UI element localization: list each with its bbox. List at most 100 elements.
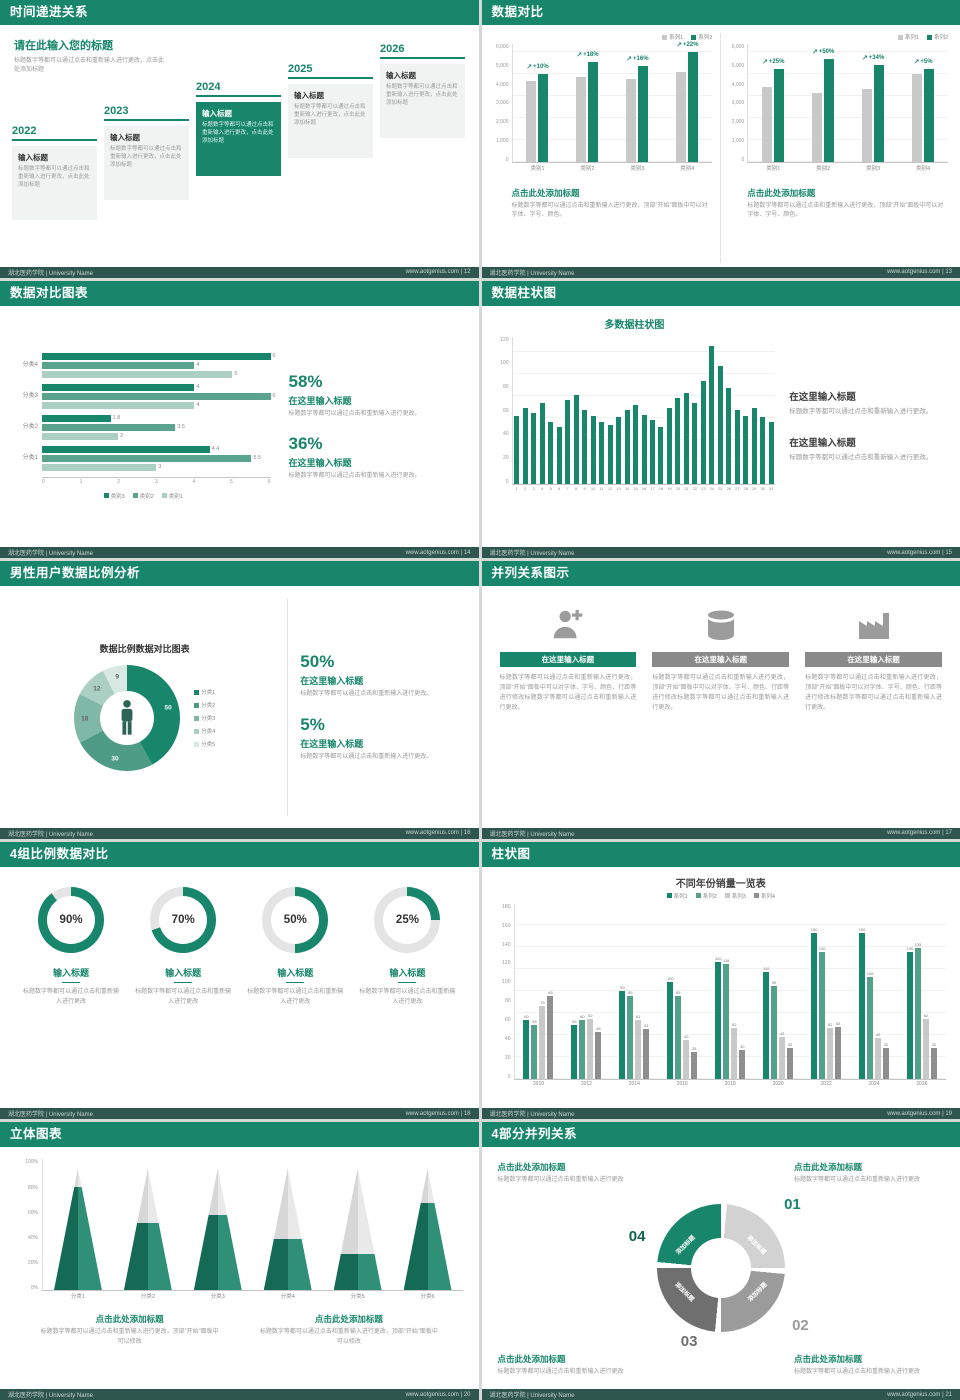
- slide-header: 4组比例数据对比: [0, 841, 479, 867]
- grouped-bar-chart-left: 系列1 系列2 6,000 5,000 4,000 3,000 2,000 1,000 0 ↗ +1…: [494, 33, 713, 173]
- intro-subtitle: 标题数字等都可以通过点击和重新输入进行更改，点击此处添加标题: [14, 58, 165, 73]
- slide-20-cone-chart[interactable]: 立体图表 100% 80% 60% 40% 20% 0% 分类1 分类2 分类3 分类4 分类5 分类…: [0, 1122, 479, 1400]
- vb-bar: 105: [867, 971, 873, 1079]
- stat-block: 36% 在这里输入标题 标题数字等都可以通过点击和重新输入进行更改。: [289, 434, 463, 481]
- cn-fill: [403, 1202, 452, 1291]
- block-text: 标题数字等都可以通过点击和重新输入进行更改: [497, 1368, 624, 1375]
- cone-chart: 100% 80% 60% 40% 20% 0% 分类1 分类2 分类3 分类4 分类5 分类6: [16, 1159, 463, 1301]
- vb-cat: 15: [633, 485, 638, 491]
- vb-bars: [522, 337, 528, 484]
- footer-school: 湖北医药学院 | University Name: [8, 831, 93, 838]
- hb-xt: 5: [230, 478, 233, 485]
- multi-bar-chart: 120 100 80 60 40 20 0 1 2 3 4 5 6 7 8 9 10 11 12 13 14 15 16 17…: [494, 336, 776, 495]
- comparison-right: 系列1 系列2 6,000 5,000 4,000 3,000 2,000 1,000 0 ↗ +2…: [729, 33, 948, 263]
- vb-g: 7: [563, 337, 571, 491]
- vb-cat: 11: [599, 485, 604, 491]
- cn-tk: 0%: [30, 1285, 38, 1292]
- tbox-d: 标题数字等都可以通过点击和重新输入进行更改，点击此处添加标题: [294, 104, 366, 126]
- vb-v: 51: [644, 1023, 649, 1029]
- vb-bars: [573, 337, 579, 484]
- vb-cat: 2012: [580, 1080, 592, 1087]
- vb-bar: 150: [859, 927, 865, 1079]
- intro-title: 请在此输入您的标题: [14, 40, 113, 52]
- lg-sw: [194, 689, 200, 695]
- tbox-t: 输入标题: [18, 153, 48, 162]
- vb-pct: ↗ +34%: [862, 54, 884, 62]
- wh-lb: 添加标题: [675, 1235, 697, 1257]
- slide-18-ratio-rings[interactable]: 4组比例数据对比 90% 输入标题 标题数字等都可以通过点击和重新输入进行更改 …: [0, 841, 479, 1120]
- hb-row: 分类2 1.8 3.5 2: [16, 414, 271, 440]
- vb-v: 62: [588, 1012, 593, 1018]
- lg-t: 分类2: [201, 703, 216, 710]
- vb-tk: 2,000: [731, 119, 745, 126]
- caption-title: 点击此处添加标题: [511, 188, 580, 198]
- slide-12-timeline[interactable]: 时间递进关系 请在此输入您的标题 标题数字等都可以通过点击和重新输入进行更改，点…: [0, 0, 479, 278]
- vb-bar: [590, 416, 596, 484]
- vb-tk: 180: [502, 903, 511, 910]
- tbox: 输入标题 标题数字等都可以通过点击和重新输入进行更改，点击此处添加标题: [12, 146, 97, 220]
- slide-header-title: 并列关系图示: [491, 566, 570, 581]
- chart-title: 数据比例数据对比图表: [99, 644, 190, 655]
- vb-cat: 2026: [916, 1080, 928, 1087]
- donut-ring-50: 50%: [262, 886, 329, 953]
- vb-bar: 85: [627, 990, 634, 1079]
- vb-bar: 43: [779, 1031, 786, 1079]
- vb-bar: [734, 410, 740, 484]
- ring-text: 标题数字等都可以通过点击和重新输入进行更改: [23, 989, 120, 1005]
- vb-bars: 150 130 52 53: [811, 904, 842, 1079]
- vb-bars: [531, 337, 537, 484]
- text-block: 在这里输入标题 标题数字等都可以通过点击和重新输入进行更改。: [789, 389, 948, 417]
- slide-17-parallel[interactable]: 并列关系图示 在这里输入标题 标题数字等都可以通过点击和重新输入进行更改，顶部“…: [481, 561, 960, 839]
- hb-bw: 4.4: [42, 445, 271, 453]
- cn-plot: 分类1 分类2 分类3 分类4 分类5 分类6: [42, 1159, 463, 1300]
- hb-bars: 6 4 5: [42, 352, 276, 378]
- slide-15-column-chart[interactable]: 数据柱状图 多数据柱状图 120 100 80 60 40 20 0 1 2 3 4 5 6 7 8 9 10 1…: [481, 280, 960, 559]
- vb-bar: [717, 366, 723, 484]
- hb-v: 4: [196, 402, 200, 409]
- hb-v: 2: [120, 433, 124, 440]
- vb-g: ↗ +34% 类别3: [848, 44, 898, 172]
- block-title: 点击此处添加标题: [794, 1162, 863, 1173]
- hb-bar: [42, 370, 233, 378]
- vb-g: 3: [529, 337, 537, 491]
- cn-fill: [263, 1239, 312, 1291]
- vb-g: 18: [657, 337, 665, 491]
- donut-chart: 50 30 18 12 9: [74, 665, 181, 772]
- slide-19-yearly-sales[interactable]: 柱状图 不同年份销量一览表 系列1 系列2 系列3 系列4 180 160 140 120 10…: [481, 841, 960, 1120]
- ring-text: 标题数字等都可以通过点击和重新输入进行更改: [135, 989, 232, 1005]
- vb-bars: [760, 337, 766, 484]
- nurse-icon: [500, 602, 637, 648]
- cn-c: 分类3: [183, 1168, 253, 1300]
- wh-hole: [690, 1238, 751, 1299]
- vb-bar: [599, 422, 605, 484]
- vb-v: 55: [572, 1019, 577, 1025]
- footer-school: 湖北医药学院 | University Name: [489, 270, 575, 277]
- caption-title: 点击此处添加标题: [747, 188, 816, 198]
- block-title: 点击此处添加标题: [497, 1162, 566, 1173]
- vb-cat: 23: [701, 485, 706, 491]
- slide-14-bar-comparison[interactable]: 数据对比图表 分类4 6 4 5 分类3 4 6 4 分类2 1.8 3.5 2 分类1 4.4 5.5 3 0…: [0, 280, 479, 559]
- lg-sw: [194, 702, 200, 708]
- slide-13-data-comparison[interactable]: 数据对比 系列1 系列2 6,000 5,000 4,000 3,000 2,000 1,00…: [481, 0, 960, 278]
- intro-block: 请在此输入您的标题 标题数字等都可以通过点击和重新输入进行更改，点击此处添加标题: [14, 37, 169, 75]
- vb-cat: 类别4: [916, 166, 931, 172]
- slide-21-four-part-wheel[interactable]: 4部分并列关系 点击此处添加标题 标题数字等都可以通过点击和重新输入进行更改 点…: [481, 1122, 960, 1400]
- stat-block: 5% 在这里输入标题 标题数字等都可以通过点击和重新输入进行更改。: [300, 715, 464, 762]
- vb-row: 6,000 5,000 4,000 3,000 2,000 1,000 0 ↗ +25% 类别1 ↗…: [729, 44, 948, 172]
- column-text: 标题数字等都可以通过点击和重新输入进行更改，顶部“开始”面板中可以对字体、字号、…: [805, 675, 942, 711]
- vb-cat: 8: [575, 485, 578, 491]
- vb-plot: ↗ +25% 类别1 ↗ +50% 类别2 ↗ +34% 类别3 ↗ +5% 类别4: [747, 44, 948, 172]
- vb-v: 105: [866, 970, 874, 976]
- slide-16-male-ratio[interactable]: 男性用户数据比例分析 数据比例数据对比图表 50 30: [0, 561, 479, 839]
- footer-page: www.aotgenius.com | 19: [887, 1110, 952, 1117]
- vb-cat: 1: [515, 485, 518, 491]
- footer-page: www.aotgenius.com | 13: [887, 269, 952, 276]
- slide-footer: 湖北医药学院 | University Name www.aotgenius.c…: [481, 266, 960, 278]
- vb-g: 29: [750, 337, 758, 491]
- lg-sw: [753, 893, 759, 899]
- vb-cat: 26: [726, 485, 732, 491]
- vb-g: 25: [716, 337, 724, 491]
- ring-text: 标题数字等都可以通过点击和重新输入进行更改: [247, 989, 344, 1005]
- vb-bars: [692, 337, 698, 484]
- vb-g: 130 135 62 32 2026: [898, 904, 946, 1087]
